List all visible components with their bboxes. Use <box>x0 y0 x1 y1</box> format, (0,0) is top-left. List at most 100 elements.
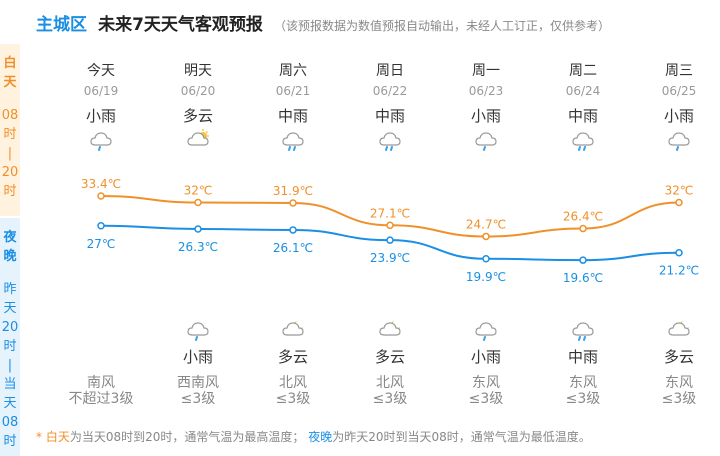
footer-day-word: 白天 <box>45 430 70 444</box>
page-title: 未来7天天气客观预报 <box>98 15 263 35</box>
partly-cloudy-night-icon <box>350 318 430 342</box>
high-temp-label: 24.7℃ <box>466 217 506 231</box>
high-temp-label: 32℃ <box>184 184 213 198</box>
high-temp-label: 27.1℃ <box>370 206 410 220</box>
wind-level: ≤3级 <box>468 391 504 407</box>
side-label-char: 20 <box>1 165 19 180</box>
low-temp-point <box>675 248 683 257</box>
light-rain-icon <box>446 128 526 152</box>
forecast-date: 06/19 <box>83 84 119 98</box>
side-label-char: 08 <box>1 108 19 123</box>
night-condition: 多云 <box>663 348 694 366</box>
nighttime-side-label: 夜晚昨天 20 时 | 当天 08 时 <box>0 218 20 456</box>
wind-level: ≤3级 <box>661 391 697 407</box>
wind-level: ≤3级 <box>372 391 408 407</box>
side-label-char: | <box>7 146 13 161</box>
low-temp-point <box>289 226 297 234</box>
night-condition: 小雨 <box>182 348 213 366</box>
night-condition: 中雨 <box>567 348 598 366</box>
wind-direction: 西南风 <box>177 375 219 391</box>
day-condition: 中雨 <box>567 107 598 125</box>
side-label-char: 08 <box>1 415 19 430</box>
side-label-char: 白 <box>3 56 17 71</box>
side-label-char: 时 <box>3 184 17 199</box>
low-temp-label: 23.9℃ <box>370 251 410 265</box>
side-label-char: 时 <box>3 434 17 449</box>
wind-direction: 北风 <box>376 375 404 391</box>
side-label-char: 时 <box>3 339 17 354</box>
side-label-char: 天 <box>3 75 17 90</box>
night-condition: 小雨 <box>470 348 501 366</box>
side-label-char: | <box>7 358 13 373</box>
day-condition: 小雨 <box>663 107 694 125</box>
wind-direction: 东风 <box>569 375 597 391</box>
low-temp-label: 21.2℃ <box>659 264 699 278</box>
day-name: 周二 <box>569 63 597 79</box>
high-temp-point <box>482 232 490 241</box>
daytime-side-label: 白天 08 时 | 20 时 <box>0 44 20 216</box>
high-temp-label: 32℃ <box>665 184 694 198</box>
wind-level: ≤3级 <box>565 391 601 407</box>
low-temp-point <box>386 236 394 244</box>
high-temp-point <box>97 192 105 200</box>
wind-direction: 北风 <box>279 375 307 391</box>
footer-star: * <box>36 430 42 444</box>
wind-direction: 东风 <box>472 375 500 391</box>
side-label-char: 天 <box>3 396 17 411</box>
day-name: 周一 <box>472 63 500 79</box>
light-rain-icon <box>61 128 141 152</box>
high-temp-point <box>289 199 297 207</box>
forecast-date: 06/22 <box>372 84 408 98</box>
light-rain-icon <box>639 128 719 152</box>
wind-level: ≤3级 <box>275 391 311 407</box>
side-label-char: 夜 <box>3 230 17 245</box>
moderate-rain-icon <box>543 318 623 342</box>
district-name[interactable]: 主城区 <box>36 15 87 35</box>
day-name: 今天 <box>87 63 115 79</box>
day-condition: 多云 <box>182 107 213 125</box>
forecast-date: 06/20 <box>180 84 216 98</box>
high-temp-point <box>194 198 202 207</box>
night-condition: 多云 <box>277 348 308 366</box>
side-label-char: 天 <box>3 301 17 316</box>
footer-day-text: 为当天08时到20时，通常气温为最高温度； <box>69 430 305 444</box>
day-condition: 小雨 <box>85 107 116 125</box>
side-label-char: 时 <box>3 127 17 142</box>
low-temp-label: 19.9℃ <box>466 270 506 284</box>
day-name: 周三 <box>665 63 693 79</box>
low-temp-label: 26.1℃ <box>273 241 313 255</box>
moderate-rain-icon <box>543 128 623 152</box>
low-temp-label: 26.3℃ <box>178 240 218 254</box>
footer-night-word: 夜晚 <box>308 430 333 444</box>
side-label-char: 晚 <box>3 249 17 264</box>
disclaimer-note: （该预报数据为数值预报自动输出，未经人工订正，仅供参考） <box>274 19 611 33</box>
day-name: 周六 <box>279 63 307 79</box>
high-temp-label: 31.9℃ <box>273 184 313 198</box>
forecast-date: 06/25 <box>661 84 697 98</box>
low-temp-label: 27℃ <box>87 237 116 251</box>
footer-note: * 白天为当天08时到20时，通常气温为最高温度； 夜晚为昨天20时到当天08时… <box>36 428 591 445</box>
low-temp-point <box>579 256 587 264</box>
side-label-char: 当 <box>3 377 17 392</box>
forecast-header: 主城区 未来7天天气客观预报 （该预报数据为数值预报自动输出，未经人工订正，仅供… <box>36 10 611 35</box>
low-temp-point <box>482 255 490 263</box>
day-condition: 中雨 <box>277 107 308 125</box>
forecast-date: 06/24 <box>565 84 601 98</box>
side-label-char: 昨 <box>3 282 17 297</box>
partly-cloudy-icon <box>158 128 238 152</box>
light-rain-icon <box>446 318 526 342</box>
moderate-rain-icon <box>350 128 430 152</box>
high-temp-point <box>675 198 683 207</box>
high-temp-point <box>579 224 587 233</box>
wind-level: 不超过3级 <box>68 391 134 407</box>
low-temp-label: 19.6℃ <box>563 271 603 285</box>
night-condition: 多云 <box>374 348 405 366</box>
wind-direction: 南风 <box>87 375 115 391</box>
low-temp-point <box>194 225 202 233</box>
forecast-date: 06/23 <box>468 84 504 98</box>
day-name: 周日 <box>376 63 404 79</box>
day-condition: 小雨 <box>470 107 501 125</box>
high-temp-point <box>386 221 394 230</box>
footer-night-text: 为昨天20时到当天08时，通常气温为最低温度。 <box>332 430 591 444</box>
